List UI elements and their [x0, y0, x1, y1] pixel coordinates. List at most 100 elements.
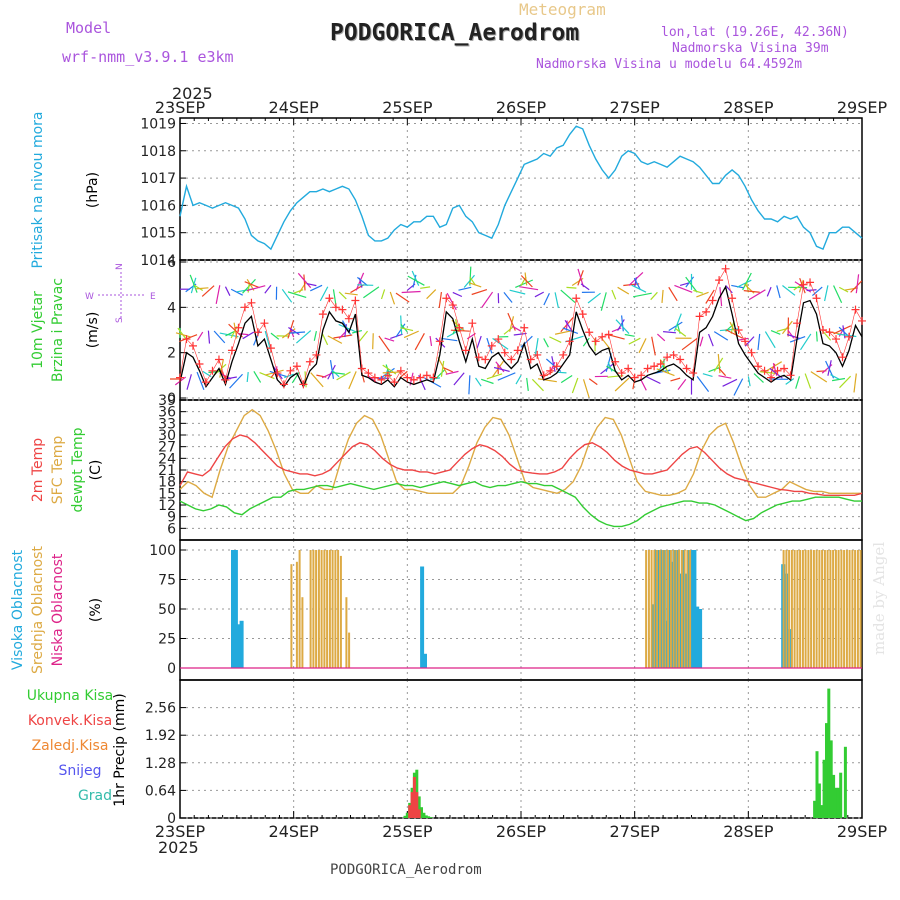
- wind-arrow: [401, 290, 421, 294]
- wind-arrow: [195, 287, 209, 290]
- cloud-bar-1: [807, 550, 810, 668]
- y-tick-label-pressure: 1015: [140, 226, 176, 242]
- wind-arrow: [452, 324, 458, 335]
- precip-bar: [836, 787, 840, 818]
- cloud-bar-1: [788, 550, 791, 668]
- wind-arrow: [571, 377, 579, 394]
- date-label-bottom: 24SEP: [269, 822, 320, 841]
- y-tick-label-precip: 2.56: [145, 701, 176, 717]
- precip-bar: [843, 746, 847, 818]
- date-label-top: 24SEP: [269, 98, 320, 117]
- wind-arrow: [327, 364, 336, 380]
- wind-arrow: [298, 281, 307, 293]
- year-bottom: 2025: [158, 838, 199, 857]
- wind-arrow: [389, 291, 396, 305]
- wind-arrow: [310, 372, 324, 388]
- wind-arrow: [738, 337, 749, 341]
- wind-arrow: [429, 335, 433, 346]
- wind-arrow: [729, 321, 738, 337]
- wind-arrow: [338, 323, 357, 333]
- wind-arrow: [632, 292, 652, 298]
- date-label-bottom: 23SEP: [155, 822, 206, 841]
- y-tick-label-precip: 0: [167, 811, 176, 827]
- cloud-bar-1: [826, 550, 829, 668]
- wind-arrow: [438, 291, 443, 308]
- precip-bar: [405, 812, 409, 818]
- cloud-bar-1: [851, 550, 854, 668]
- wind-arrow: [253, 371, 262, 383]
- y-tick-label-temp: 33: [158, 416, 176, 432]
- lonlat-label: lon,lat (19.26E, 42.36N): [661, 25, 849, 40]
- wind-gust-marker: [858, 316, 866, 325]
- wind-arrow: [463, 274, 475, 288]
- wind-arrow: [380, 289, 386, 300]
- cloud-bar-1: [686, 550, 689, 668]
- wind-arrow: [685, 276, 698, 293]
- cloud-bar-1: [823, 550, 826, 668]
- wind-arrow: [269, 370, 289, 378]
- y-tick-label-precip: 1.28: [145, 756, 176, 772]
- cloud-bar-1: [837, 550, 840, 668]
- wind-arrow: [228, 323, 243, 338]
- wind-arrow: [331, 371, 345, 375]
- wind-arrow: [399, 370, 408, 379]
- wind-arrow: [426, 289, 437, 300]
- wind-arrow: [651, 336, 656, 356]
- wind-arrow: [587, 292, 601, 304]
- wind-arrow: [621, 315, 624, 332]
- wind-arrow: [787, 329, 795, 339]
- wind-arrow: [748, 289, 766, 301]
- wind-arrow: [281, 288, 293, 303]
- temp-legend-2m: 2m Temp: [30, 438, 46, 502]
- y-tick-label-pressure: 1017: [140, 171, 176, 187]
- wind-arrow: [437, 357, 448, 375]
- cloud-bar-1: [818, 550, 821, 668]
- cloud-bar-1: [848, 550, 851, 668]
- wind-arrow: [382, 371, 402, 374]
- wind-arrow: [853, 373, 857, 393]
- wind-arrow: [242, 331, 255, 340]
- panel-frame: [179, 679, 863, 819]
- cloud-bar-1: [821, 550, 824, 668]
- wind-title-line2: Brzina i Pravac: [50, 278, 66, 382]
- compass-cross: [98, 272, 144, 318]
- year-top: 2025: [172, 84, 213, 103]
- wind-arrow: [736, 279, 752, 288]
- wind-arrow: [440, 360, 445, 377]
- cloud-bar-1: [656, 550, 659, 668]
- cloud-bar-1: [645, 550, 648, 668]
- precip-bar: [832, 774, 836, 818]
- model-elevation-label: Nadmorska Visina u modelu 64.4592m: [536, 57, 803, 72]
- wind-arrow: [229, 373, 243, 389]
- footer-station: PODGORICA_Aerodrom: [330, 862, 482, 878]
- cloud-bar-1: [829, 550, 832, 668]
- temp-legend-dew: dewpt Temp: [70, 427, 86, 512]
- wind-arrow: [795, 376, 801, 389]
- wind-arrow: [713, 357, 724, 372]
- wind-arrow: [348, 371, 357, 390]
- precip-bar: [827, 688, 831, 818]
- cloud-bar-1: [832, 550, 835, 668]
- y-tick-label-wind: 4: [167, 300, 176, 316]
- compass-w: W: [85, 292, 94, 302]
- wind-arrow: [531, 378, 544, 392]
- wind-arrow: [515, 279, 534, 288]
- y-tick-label-temp: 30: [158, 428, 176, 444]
- wind-arrow: [696, 376, 710, 392]
- wind-arrow: [582, 379, 590, 398]
- cloud-bar-1: [689, 550, 692, 668]
- cloud-bar-1: [348, 632, 351, 668]
- wind-arrow: [468, 282, 482, 288]
- wind-arrow: [284, 373, 294, 379]
- cloud-bar-0: [239, 620, 244, 668]
- temp-ylabel: (C): [88, 460, 104, 481]
- wind-arrow: [699, 336, 704, 347]
- y-tick-label-precip: 1.92: [145, 728, 176, 744]
- y-tick-label-cloud: 25: [158, 632, 176, 648]
- precip-bar: [410, 792, 414, 818]
- wind-arrow: [634, 277, 637, 288]
- wind-arrow: [718, 367, 727, 377]
- precip-legend-item: Zaledj.Kisa: [32, 738, 109, 754]
- wind-speed-line: [179, 285, 863, 389]
- meteogram-label: Meteogram: [519, 0, 606, 19]
